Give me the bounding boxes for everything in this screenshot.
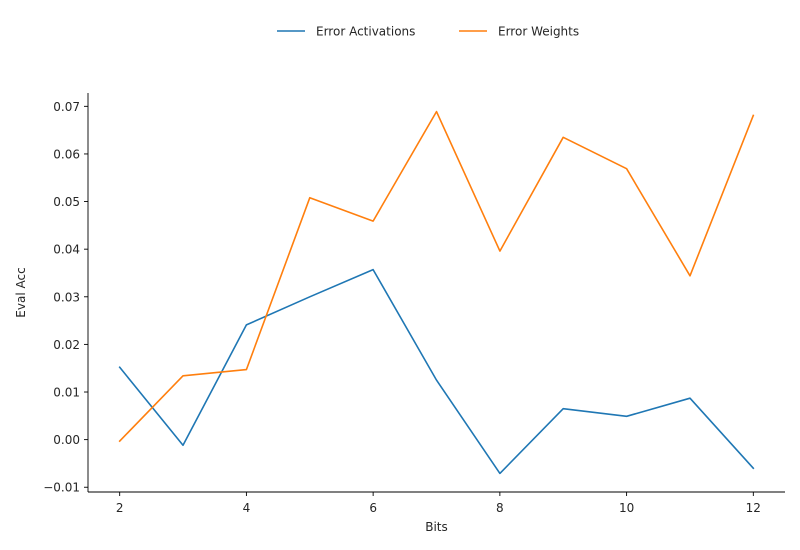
- y-tick-label: −0.01: [43, 481, 80, 495]
- y-axis-title: Eval Acc: [14, 267, 28, 317]
- x-tick-label: 8: [496, 501, 504, 515]
- x-axis-title: Bits: [425, 520, 448, 534]
- y-tick-label: 0.06: [53, 147, 80, 161]
- legend: Error Activations Error Weights: [277, 25, 579, 39]
- y-tick-label: 0.00: [53, 433, 80, 447]
- x-tick-label: 12: [746, 501, 761, 515]
- legend-label: Error Activations: [316, 25, 415, 39]
- y-tick-label: 0.03: [53, 290, 80, 304]
- legend-item-0: Error Activations: [277, 25, 415, 39]
- y-tick-label: 0.02: [53, 338, 80, 352]
- y-tick-label: 0.01: [53, 386, 80, 400]
- series-line-1: [118, 110, 755, 443]
- x-tick-label: 6: [369, 501, 377, 515]
- x-tick-label: 4: [243, 501, 251, 515]
- legend-label: Error Weights: [498, 25, 579, 39]
- plot-area: [118, 110, 755, 475]
- y-tick-label: 0.04: [53, 243, 80, 257]
- x-tick-label: 10: [619, 501, 634, 515]
- x-tick-label: 2: [116, 501, 124, 515]
- y-tick-label: 0.07: [53, 100, 80, 114]
- y-tick-label: 0.05: [53, 195, 80, 209]
- x-axis: 2 4 6 8 10 12: [88, 491, 785, 515]
- series-line-0: [118, 268, 755, 475]
- legend-item-1: Error Weights: [459, 25, 579, 39]
- y-axis: −0.01 0.00 0.01 0.02 0.03 0.04 0.05 0.06 0.07: [43, 93, 89, 495]
